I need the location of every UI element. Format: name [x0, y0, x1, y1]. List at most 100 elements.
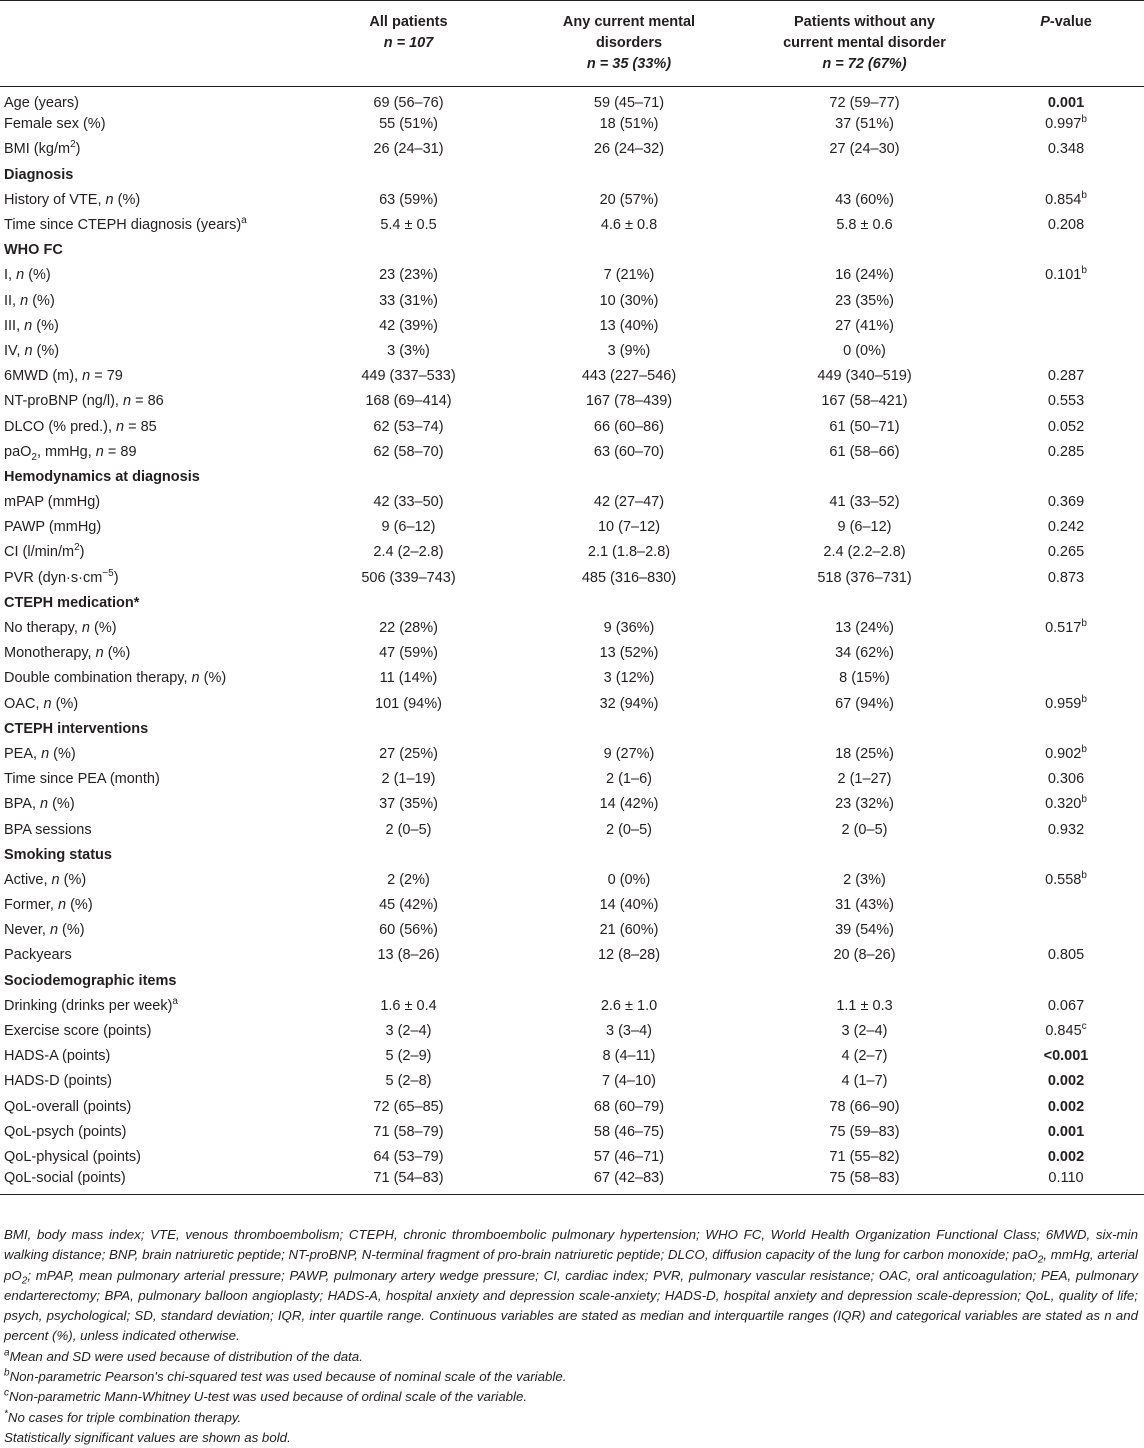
cell-any-disorder: 9 (27%)	[603, 745, 655, 762]
p-value-text: 0.517	[1045, 620, 1082, 637]
row-label: IV, n (%)	[0, 338, 300, 363]
row-label: BPA, n (%)	[0, 792, 300, 817]
cell-without-disorder	[741, 968, 988, 993]
section-row: Diagnosis	[0, 162, 1144, 187]
table-row: HADS-D (points) 5 (2–8) 7 (4–10) 4 (1–7) 0.0…	[0, 1069, 1144, 1094]
row-label: Hemodynamics at diagnosis	[0, 464, 300, 489]
cell-without-disorder: 8 (15%)	[839, 670, 890, 687]
abbreviations-text-2: , mmHg, arterial pO	[4, 1247, 1138, 1283]
cell-any-disorder: 63 (60–70)	[593, 443, 665, 460]
row-label-tail: , mmHg,	[36, 443, 96, 460]
row-label: paO2, mmHg, n = 89	[0, 439, 300, 464]
cell-any-disorder: 3 (3–4)	[606, 1023, 652, 1040]
p-value-text: 0.001	[1047, 95, 1085, 112]
table-row: IV, n (%) 3 (3%) 3 (9%) 0 (0%)	[0, 338, 1144, 363]
cell-any-disorder: 3 (12%)	[603, 670, 655, 687]
row-label-text: Sociodemographic items	[4, 972, 177, 989]
section-row: Hemodynamics at diagnosis	[0, 464, 1144, 489]
table-row: I, n (%) 23 (23%) 7 (21%) 16 (24%) 0.101b	[0, 263, 1144, 288]
row-label: Smoking status	[0, 842, 300, 867]
row-label-text: BPA,	[4, 796, 40, 813]
row-label: QoL-psych (points)	[0, 1119, 300, 1144]
row-label-text: Time since CTEPH diagnosis (years)	[4, 217, 242, 234]
cell-any-disorder	[517, 590, 741, 615]
row-label-italic: n	[123, 393, 132, 410]
row-label-text: Drinking (drinks per week)	[4, 997, 173, 1014]
row-label: DLCO (% pred.), n = 85	[0, 414, 300, 439]
cell-without-disorder: 23 (35%)	[835, 292, 894, 309]
cell-p-value: 0.320b	[988, 792, 1144, 817]
row-label-text: mPAP (mmHg)	[4, 494, 101, 511]
row-label: CI (l/min/m2)	[0, 540, 300, 565]
table-row: 6MWD (m), n = 79 449 (337–533) 443 (227–54…	[0, 364, 1144, 389]
footnote-a-mark: a	[4, 1347, 10, 1359]
row-label-italic: n	[24, 342, 33, 359]
section-row: Sociodemographic items	[0, 968, 1144, 993]
table-row: NT-proBNP (ng/l), n = 86 168 (69–414) 167 …	[0, 389, 1144, 414]
table-row: QoL-social (points) 71 (54–83) 67 (42–83) 7…	[0, 1170, 1144, 1195]
cell-any-disorder: 57 (46–71)	[593, 1148, 665, 1165]
row-label-text: Age (years)	[4, 95, 79, 112]
p-value-text: 0.306	[1047, 771, 1085, 788]
cell-without-disorder: 27 (41%)	[835, 317, 894, 334]
cell-p-value: 0.208	[988, 212, 1144, 237]
table-row: Double combination therapy, n (%) 11 (14%…	[0, 666, 1144, 691]
cell-any-disorder: 443 (227–546)	[581, 368, 677, 385]
p-value-text: 0.320	[1045, 796, 1082, 813]
p-value-text: 0.997	[1045, 116, 1082, 133]
cell-without-disorder: 4 (2–7)	[841, 1048, 888, 1065]
cell-any-disorder: 10 (30%)	[599, 292, 659, 309]
cell-without-disorder: 167 (58–421)	[821, 393, 908, 410]
p-value-sup: b	[1081, 744, 1087, 756]
cell-all-patients	[300, 716, 517, 741]
cell-without-disorder	[741, 842, 988, 867]
p-value-text: 0.052	[1047, 418, 1085, 435]
cell-without-disorder: 39 (54%)	[835, 922, 894, 939]
cell-without-disorder: 61 (50–71)	[829, 418, 900, 435]
footnote-bold-text: Statistically significant values are sho…	[4, 1429, 291, 1445]
row-label-text: Former,	[4, 897, 58, 914]
cell-any-disorder: 7 (4–10)	[601, 1073, 656, 1090]
row-label-text: PEA,	[4, 745, 42, 762]
row-label-italic: n	[41, 745, 50, 762]
footnote-c: cNon-parametric Mann-Whitney U-test was …	[4, 1387, 1138, 1407]
row-label-tail: = 79	[90, 368, 123, 385]
row-label-tail: (%)	[59, 871, 87, 888]
cell-all-patients: 506 (339–743)	[361, 569, 456, 586]
cell-without-disorder: 71 (55–82)	[829, 1148, 900, 1165]
cell-all-patients: 69 (56–76)	[373, 95, 444, 112]
cell-without-disorder: 5.8 ± 0.6	[836, 217, 893, 234]
cell-all-patients: 168 (69–414)	[365, 393, 452, 410]
cell-all-patients: 60 (56%)	[379, 922, 438, 939]
row-label-text: HADS-D (points)	[4, 1073, 112, 1090]
cell-p-value: 0.052	[988, 414, 1144, 439]
row-label: QoL-overall (points)	[0, 1094, 300, 1119]
cell-all-patients: 45 (42%)	[379, 897, 438, 914]
cell-any-disorder: 67 (42–83)	[593, 1170, 665, 1187]
p-value-text: 0.002	[1047, 1073, 1085, 1090]
cell-all-patients: 2 (0–5)	[385, 821, 432, 838]
cell-any-disorder: 32 (94%)	[599, 695, 659, 712]
header-without-title-1: Patients without any	[794, 14, 935, 30]
row-label-italic: n	[105, 191, 114, 208]
row-label: PAWP (mmHg)	[0, 515, 300, 540]
p-value-sup: b	[1081, 870, 1087, 882]
p-value-text: 0.845	[1045, 1023, 1082, 1040]
cell-p-value: <0.001	[988, 1044, 1144, 1069]
cell-without-disorder: 41 (33–52)	[829, 494, 900, 511]
cell-without-disorder: 34 (62%)	[835, 645, 894, 662]
table-row: Drinking (drinks per week)a 1.6 ± 0.4 2.6 …	[0, 993, 1144, 1018]
row-label-text: QoL-psych (points)	[4, 1123, 127, 1140]
section-row: CTEPH interventions	[0, 716, 1144, 741]
row-label-text: QoL-overall (points)	[4, 1098, 132, 1115]
table-row: CI (l/min/m2) 2.4 (2–2.8) 2.1 (1.8–2.8) 2.4…	[0, 540, 1144, 565]
row-label: HADS-D (points)	[0, 1069, 300, 1094]
row-label-text: HADS-A (points)	[4, 1048, 111, 1065]
p-value-text: 0.369	[1047, 494, 1085, 511]
p-value-text: 0.208	[1047, 217, 1085, 234]
row-label-tail: (%)	[48, 796, 75, 813]
row-label-sup: a	[172, 996, 178, 1008]
cell-p-value: 0.265	[988, 540, 1144, 565]
p-value-text: 0.002	[1047, 1098, 1085, 1115]
table-row: HADS-A (points) 5 (2–9) 8 (4–11) 4 (2–7) <0.…	[0, 1044, 1144, 1069]
